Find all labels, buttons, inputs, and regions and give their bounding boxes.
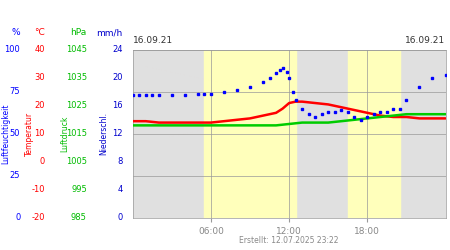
Text: 50: 50 [10, 129, 20, 138]
Text: 1015: 1015 [66, 129, 87, 138]
Text: 25: 25 [10, 171, 20, 180]
Text: 0: 0 [117, 213, 122, 222]
Text: 1035: 1035 [66, 74, 87, 82]
Text: 1025: 1025 [66, 101, 87, 110]
Text: Luftfeuchtigkeit: Luftfeuchtigkeit [1, 104, 10, 164]
Text: 1005: 1005 [66, 157, 87, 166]
Text: Luftdruck: Luftdruck [60, 116, 69, 152]
Text: 20: 20 [35, 101, 45, 110]
Text: %: % [12, 28, 20, 38]
Text: 20: 20 [112, 74, 122, 82]
Text: 8: 8 [117, 157, 122, 166]
Text: 24: 24 [112, 46, 122, 54]
Text: 985: 985 [71, 213, 87, 222]
Text: hPa: hPa [71, 28, 87, 38]
Text: 16.09.21: 16.09.21 [405, 36, 446, 45]
Bar [204, 50, 296, 217]
Text: 40: 40 [35, 46, 45, 54]
Text: 4: 4 [117, 185, 122, 194]
Text: 100: 100 [4, 46, 20, 54]
Text: 30: 30 [34, 74, 45, 82]
Text: 995: 995 [71, 185, 87, 194]
Text: 10: 10 [35, 129, 45, 138]
Text: 16: 16 [112, 101, 122, 110]
Text: -10: -10 [32, 185, 45, 194]
Text: mm/h: mm/h [96, 28, 122, 38]
Text: Niederschl.: Niederschl. [99, 112, 108, 155]
Text: °C: °C [34, 28, 45, 38]
Text: 0: 0 [15, 213, 20, 222]
Text: Temperatur: Temperatur [25, 112, 34, 156]
Bar [348, 50, 400, 217]
Text: -20: -20 [32, 213, 45, 222]
Text: Erstellt: 12.07.2025 23:22: Erstellt: 12.07.2025 23:22 [239, 236, 339, 245]
Text: 12: 12 [112, 129, 122, 138]
Text: 1045: 1045 [66, 46, 87, 54]
Text: 16.09.21: 16.09.21 [133, 36, 173, 45]
Text: 0: 0 [40, 157, 45, 166]
Text: 75: 75 [9, 87, 20, 96]
